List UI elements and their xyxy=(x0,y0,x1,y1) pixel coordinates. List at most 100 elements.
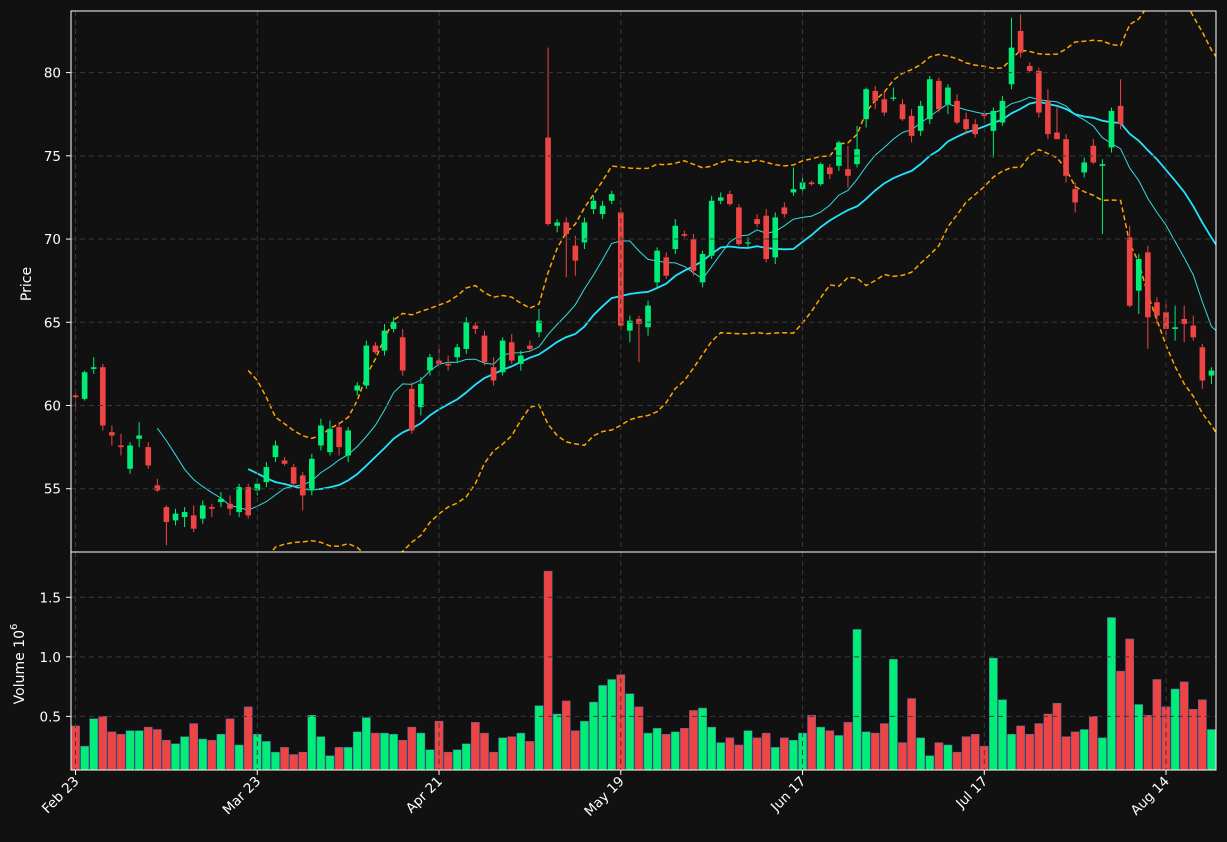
candle-body xyxy=(808,182,815,185)
volume-bar xyxy=(207,739,217,770)
candle-body xyxy=(90,367,97,369)
candle-body xyxy=(81,372,88,399)
volume-bar xyxy=(1152,679,1162,770)
candle-body xyxy=(899,104,906,120)
candle-body xyxy=(190,515,197,529)
volume-bar xyxy=(171,743,180,770)
volume-bar xyxy=(752,737,762,770)
candle-body xyxy=(363,345,370,386)
volume-bar xyxy=(616,674,626,770)
volume-bar xyxy=(380,732,389,770)
volume-bar xyxy=(770,747,780,770)
candle-body xyxy=(817,164,824,185)
volume-bar xyxy=(652,728,662,770)
candle-body xyxy=(981,114,988,116)
candle-body xyxy=(281,460,288,464)
candle-body xyxy=(872,90,879,101)
candle-body xyxy=(763,215,769,260)
volume-bar xyxy=(1107,617,1116,770)
candle-body xyxy=(1108,110,1115,148)
candle-body xyxy=(518,355,524,364)
candle-body xyxy=(1026,65,1033,71)
volume-bar xyxy=(643,732,653,770)
volume-bar xyxy=(561,700,571,770)
volume-panel xyxy=(71,570,1216,770)
volume-bar xyxy=(334,747,344,770)
candle-body xyxy=(917,105,924,131)
candle-body xyxy=(381,330,388,351)
candle-body xyxy=(845,169,851,176)
candle-body xyxy=(299,475,306,496)
candle-body xyxy=(1063,139,1069,176)
price-tick-label: 65 xyxy=(44,315,61,331)
candle-body xyxy=(781,207,788,215)
candle-body xyxy=(1135,259,1142,291)
candle-body xyxy=(654,250,660,283)
volume-tick-label: 1.0 xyxy=(40,650,61,666)
candle-body xyxy=(645,305,651,328)
candle-body xyxy=(590,200,597,210)
volume-bar xyxy=(680,728,689,770)
volume-bar xyxy=(525,741,535,770)
volume-bar xyxy=(1034,723,1044,770)
volume-bar xyxy=(543,570,553,770)
candle-body xyxy=(1190,325,1197,338)
candle-body xyxy=(736,207,742,245)
volume-bar xyxy=(189,723,199,770)
volume-bar xyxy=(489,751,498,770)
candle-body xyxy=(463,322,470,349)
candle-body xyxy=(854,149,860,165)
volume-bar xyxy=(343,747,353,770)
candle-body xyxy=(445,363,451,366)
candle-body xyxy=(536,320,542,333)
volume-bar xyxy=(316,736,326,770)
candle-body xyxy=(327,428,333,453)
candle-body xyxy=(99,367,106,426)
candle-body xyxy=(1145,252,1151,318)
volume-bar xyxy=(889,658,898,770)
candle-body xyxy=(699,254,706,283)
candle-body xyxy=(563,222,570,235)
volume-bar xyxy=(970,734,980,770)
candle-body xyxy=(227,503,233,509)
x-tick-label: Jun 17 xyxy=(767,774,809,816)
candle-body xyxy=(772,217,779,258)
candle-body xyxy=(745,242,751,244)
candle-body xyxy=(308,458,315,491)
candle-body xyxy=(972,124,979,135)
candle-body xyxy=(936,80,942,110)
candle-body xyxy=(172,513,179,521)
candle-body xyxy=(290,467,297,484)
volume-bar xyxy=(689,710,698,770)
x-tick-label: May 19 xyxy=(581,774,627,820)
candle-body xyxy=(881,99,888,113)
volume-bar xyxy=(225,718,235,770)
volume-axis-multiplier: 10 xyxy=(12,630,28,648)
candle-body xyxy=(490,367,497,381)
volume-bar xyxy=(461,743,471,770)
candle-body xyxy=(1218,354,1224,382)
candle-body xyxy=(254,483,261,491)
candle-body xyxy=(118,445,124,448)
candle-body xyxy=(127,445,133,469)
volume-bar xyxy=(425,749,435,770)
volume-bar xyxy=(1043,713,1053,770)
candle-body xyxy=(990,110,997,131)
volume-bar xyxy=(234,744,244,770)
volume-bar xyxy=(725,737,735,770)
volume-bar xyxy=(216,734,226,770)
candle-body xyxy=(109,432,115,436)
x-tick-label: Feb 23 xyxy=(39,774,82,817)
candle-body xyxy=(354,385,361,391)
volume-bar xyxy=(670,731,680,770)
volume-bar xyxy=(861,731,871,770)
candle-body xyxy=(717,197,724,201)
volume-bar xyxy=(825,730,835,770)
volume-bar xyxy=(1170,688,1180,770)
volume-bar xyxy=(634,706,644,770)
candle-body xyxy=(908,115,915,136)
candle-body xyxy=(836,142,842,166)
candle-body xyxy=(345,430,351,456)
